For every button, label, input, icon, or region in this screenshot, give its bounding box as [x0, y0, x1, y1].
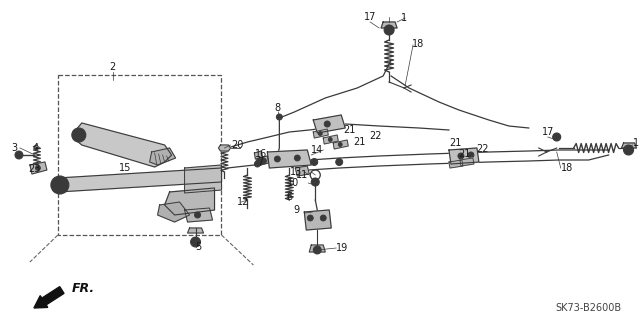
Circle shape [311, 159, 318, 166]
Polygon shape [333, 140, 348, 149]
Circle shape [328, 137, 332, 142]
Text: 11: 11 [296, 170, 308, 180]
Circle shape [191, 237, 200, 247]
Polygon shape [313, 129, 328, 138]
Text: 13: 13 [290, 167, 302, 177]
Circle shape [626, 147, 631, 152]
Circle shape [555, 135, 559, 139]
Circle shape [255, 161, 260, 167]
Text: 22: 22 [477, 144, 489, 154]
Circle shape [276, 114, 282, 120]
Circle shape [35, 166, 40, 170]
Circle shape [458, 153, 464, 159]
Text: 4: 4 [33, 143, 39, 153]
Circle shape [336, 159, 342, 166]
Text: 1: 1 [401, 13, 407, 23]
Circle shape [313, 246, 321, 254]
Polygon shape [323, 135, 338, 144]
Text: SK73-B2600B: SK73-B2600B [556, 303, 621, 313]
Text: 21: 21 [353, 137, 365, 147]
Text: 21: 21 [459, 149, 471, 159]
Polygon shape [255, 151, 262, 159]
Text: 1: 1 [632, 138, 639, 148]
Text: FR.: FR. [72, 281, 95, 294]
Text: 21: 21 [343, 125, 355, 135]
Circle shape [275, 156, 280, 162]
Circle shape [15, 151, 23, 159]
Text: 14: 14 [311, 145, 324, 155]
Circle shape [311, 178, 319, 186]
Polygon shape [449, 148, 479, 164]
Circle shape [338, 143, 342, 146]
Circle shape [294, 155, 300, 161]
Text: 5: 5 [196, 242, 202, 252]
Text: 9: 9 [293, 205, 300, 215]
Circle shape [320, 215, 326, 221]
Text: 21: 21 [449, 138, 461, 148]
Circle shape [72, 128, 86, 142]
Polygon shape [218, 145, 230, 151]
Text: 7: 7 [257, 157, 264, 167]
Circle shape [318, 131, 323, 136]
Text: 17: 17 [364, 12, 376, 22]
Bar [58, 75, 221, 235]
Polygon shape [449, 160, 463, 168]
Polygon shape [76, 123, 172, 167]
Polygon shape [621, 143, 637, 148]
Circle shape [193, 240, 198, 244]
FancyArrow shape [34, 287, 64, 308]
Text: 18: 18 [412, 39, 424, 49]
Text: 22: 22 [369, 131, 381, 141]
Polygon shape [30, 162, 47, 174]
Circle shape [384, 25, 394, 35]
Text: 2: 2 [109, 62, 116, 72]
Polygon shape [304, 210, 332, 230]
Text: 23: 23 [29, 164, 41, 174]
Polygon shape [184, 165, 221, 193]
Text: 8: 8 [275, 103, 280, 113]
Text: 20: 20 [232, 140, 244, 150]
Circle shape [195, 212, 200, 218]
Circle shape [623, 145, 634, 155]
Polygon shape [259, 156, 268, 165]
Text: 6: 6 [286, 192, 292, 202]
Circle shape [468, 152, 474, 158]
Polygon shape [157, 202, 189, 222]
Polygon shape [460, 158, 474, 166]
Polygon shape [268, 150, 311, 168]
Text: 16: 16 [255, 149, 268, 159]
Polygon shape [164, 188, 214, 215]
Polygon shape [295, 166, 309, 176]
Circle shape [260, 158, 266, 164]
Text: 17: 17 [541, 127, 554, 137]
Circle shape [553, 133, 561, 141]
Polygon shape [309, 245, 325, 252]
Text: 12: 12 [236, 197, 249, 207]
Polygon shape [188, 228, 204, 233]
Circle shape [256, 159, 263, 166]
Text: 18: 18 [561, 163, 573, 173]
Polygon shape [313, 115, 345, 133]
Circle shape [387, 27, 392, 33]
Circle shape [324, 121, 330, 127]
Text: 19: 19 [336, 243, 348, 253]
Text: 15: 15 [118, 163, 131, 173]
Polygon shape [58, 168, 221, 192]
Polygon shape [381, 22, 397, 28]
Text: 10: 10 [287, 178, 300, 188]
Polygon shape [184, 208, 212, 222]
Circle shape [51, 176, 69, 194]
Text: 3: 3 [11, 143, 17, 153]
Circle shape [307, 215, 313, 221]
Polygon shape [150, 148, 175, 165]
